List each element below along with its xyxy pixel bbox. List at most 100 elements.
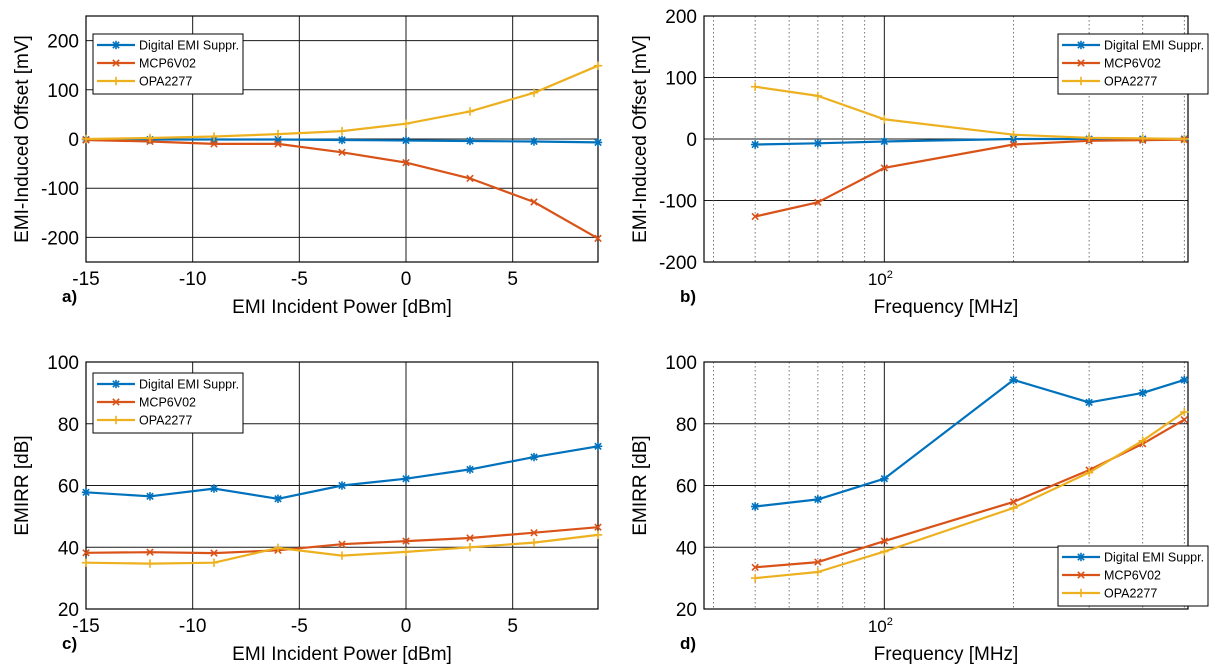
data-point-a-1-8 (594, 234, 602, 243)
panel-label-b: b) (680, 287, 696, 306)
data-point-a-0-4-d2 (338, 136, 346, 144)
panel-b: -200 -100 0 100 200 102 Frequency [MHz] EMI-Ind… (630, 7, 1209, 318)
data-point-c-1-8 (594, 523, 602, 531)
data-point-b-1-1 (814, 198, 822, 207)
data-point-c-0-1-d2 (146, 492, 154, 501)
legend-label-c-2: OPA2277 (139, 414, 192, 428)
data-point-a-1-4 (338, 148, 346, 156)
data-point-c-2-3 (273, 543, 283, 553)
legend-label-a-2: OPA2277 (139, 75, 192, 89)
data-point-c-1-4 (338, 540, 346, 548)
legend-marker-c-0 (111, 379, 121, 389)
x-tick-base: 10 (868, 617, 887, 636)
data-point-c-0-2-d2 (210, 484, 218, 493)
legend-marker-d-0-d2 (1077, 553, 1085, 561)
x-axis-label-d: Frequency [MHz] (874, 644, 1019, 665)
data-point-d-2-0 (750, 573, 760, 583)
legend-marker-c-1-d2 (112, 398, 120, 406)
legend-marker-a-0-d2 (112, 41, 120, 49)
data-point-a-2-2 (209, 132, 219, 141)
panel-label-c: c) (62, 634, 77, 653)
data-point-b-0-2 (880, 137, 889, 146)
x-axis-label-c: EMI Incident Power [dBm] (232, 644, 452, 665)
data-point-c-0-4 (337, 481, 347, 490)
series-d-2 (750, 407, 1189, 583)
legend-marker-d-1-d2 (1077, 571, 1085, 579)
y-tick-label-a-4: 200 (47, 32, 79, 53)
x-tick-label-a-1: -10 (179, 269, 206, 290)
data-point-d-1-3-d2 (1009, 498, 1018, 506)
data-point-a-1-6 (466, 174, 474, 183)
data-point-c-1-2 (210, 549, 218, 557)
data-point-c-0-6-d2 (466, 465, 474, 474)
data-point-c-1-4-d2 (338, 540, 346, 548)
data-point-a-1-7 (530, 198, 538, 206)
data-point-a-0-6-d2 (466, 137, 474, 145)
data-point-d-1-0 (751, 563, 759, 572)
data-point-c-1-6 (466, 534, 474, 542)
legend-marker-c-1 (112, 398, 120, 406)
data-point-c-0-5 (401, 474, 411, 483)
data-point-c-0-6 (465, 465, 475, 474)
data-point-b-1-0-d2 (751, 212, 759, 221)
data-point-a-1-5-d2 (402, 158, 410, 167)
series-d-0 (750, 375, 1189, 511)
data-point-d-0-0-d2 (751, 502, 759, 511)
data-point-c-1-0-d2 (82, 549, 90, 557)
data-point-a-1-7-d2 (530, 198, 538, 206)
data-point-c-1-5 (402, 537, 410, 545)
y-tick-label-a-2: 0 (68, 130, 79, 151)
x-tick-label-d-0: 102 (868, 616, 893, 636)
legend-marker-b-1 (1077, 59, 1085, 67)
data-point-d-0-3-d2 (1009, 376, 1018, 384)
legend-marker-a-2 (111, 76, 121, 86)
data-point-d-1-2-d2 (880, 537, 889, 545)
x-tick-base: 10 (868, 270, 887, 289)
data-point-c-0-8-d2 (594, 442, 602, 451)
data-point-a-1-4-d2 (338, 148, 346, 156)
legend-label-d-1: MCP6V02 (1104, 569, 1161, 583)
data-point-b-1-2-d2 (880, 164, 889, 172)
data-point-b-1-3 (1009, 140, 1018, 149)
data-point-d-0-2-d2 (880, 474, 889, 483)
data-point-a-1-2-d2 (210, 140, 218, 148)
y-axis-label-c: EMIRR [dB] (12, 435, 33, 535)
data-point-b-1-1-d2 (814, 198, 822, 207)
series-c-0 (81, 442, 603, 503)
data-point-d-2-1 (813, 567, 823, 577)
data-point-c-2-0 (81, 558, 91, 567)
x-tick-label-a-3: 0 (401, 269, 412, 290)
legend-label-b-2: OPA2277 (1104, 75, 1157, 89)
data-point-b-0-2-d2 (880, 137, 889, 146)
data-point-c-2-5 (401, 547, 411, 557)
data-point-d-1-1-d2 (814, 558, 822, 566)
series-b-2 (750, 82, 1189, 144)
data-point-a-2-3 (273, 129, 283, 139)
data-point-a-0-8 (593, 138, 603, 147)
y-axis-label-a: EMI-Induced Offset [mV] (12, 35, 33, 243)
data-point-c-0-0-d2 (82, 488, 90, 497)
x-tick-label-a-0: -15 (72, 269, 99, 290)
legend-marker-b-0 (1076, 40, 1086, 50)
data-point-b-0-1 (813, 139, 823, 148)
legend-c: Digital EMI Suppr. MCP6V02 OPA2277 (92, 372, 244, 434)
data-point-a-2-4 (337, 126, 347, 136)
data-point-b-2-5 (1138, 134, 1147, 143)
data-point-d-1-2 (880, 537, 889, 545)
data-point-c-0-1 (145, 492, 155, 501)
data-point-d-0-4 (1084, 398, 1094, 407)
data-point-b-1-0 (751, 212, 759, 221)
legend-d: Digital EMI Suppr. MCP6V02 OPA2277 (1057, 545, 1209, 607)
data-point-b-2-1 (813, 91, 823, 101)
y-tick-label-b-1: -100 (659, 192, 697, 213)
y-axis-label-d: EMIRR [dB] (630, 435, 651, 535)
data-point-a-0-4 (337, 135, 347, 145)
data-point-a-2-7 (529, 88, 539, 97)
data-point-c-1-6-d2 (466, 534, 474, 542)
legend-a: Digital EMI Suppr. MCP6V02 OPA2277 (92, 33, 244, 95)
data-point-d-0-4-d2 (1085, 398, 1093, 407)
data-point-d-1-3 (1009, 498, 1018, 506)
data-point-a-1-8-d2 (594, 234, 602, 243)
legend-marker-c-2 (111, 415, 121, 425)
